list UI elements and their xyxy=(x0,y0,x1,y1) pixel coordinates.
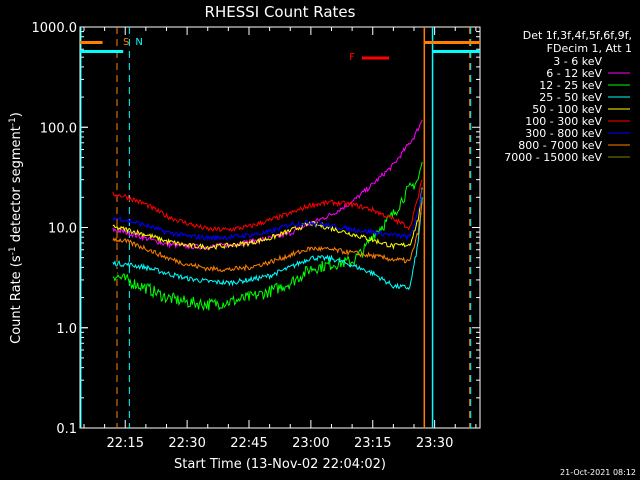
marker-label-s: S xyxy=(123,37,129,48)
series-line-2 xyxy=(112,161,423,311)
marker-lines xyxy=(80,27,472,428)
legend-label-0: 3 - 6 keV xyxy=(553,55,602,68)
x-axis-label: Start Time (13-Nov-02 22:04:02) xyxy=(174,457,386,472)
legend-label-2: 12 - 25 keV xyxy=(539,79,602,92)
x-tick-label: 23:00 xyxy=(292,436,329,451)
series-line-6 xyxy=(112,189,423,241)
x-tick-label: 22:30 xyxy=(168,436,205,451)
legend-label-6: 300 - 800 keV xyxy=(525,127,602,140)
y-axis-label-sup2: -1 xyxy=(8,117,18,126)
x-tick-label: 22:45 xyxy=(230,436,267,451)
marker-label-f: F xyxy=(349,52,355,63)
marker-label-n: N xyxy=(135,37,142,48)
interval-markers: S N F xyxy=(123,37,389,63)
series-line-7 xyxy=(112,201,423,273)
legend-label-4: 50 - 100 keV xyxy=(532,103,602,116)
y-tick-label: 100.0 xyxy=(40,121,77,136)
series-line-4 xyxy=(112,187,423,251)
x-axis-ticks: 22:15 22:30 22:45 23:00 23:15 23:30 xyxy=(83,27,477,451)
series-group xyxy=(112,119,423,338)
legend-label-3: 25 - 50 keV xyxy=(539,91,602,104)
y-axis-label-mid: detector segment xyxy=(9,126,24,246)
y-axis-label-end: ) xyxy=(9,112,24,117)
series-line-5 xyxy=(112,179,423,233)
legend-label-7: 800 - 7000 keV xyxy=(518,139,602,152)
legend-header-2: FDecim 1, Att 1 xyxy=(547,42,632,55)
y-axis-ticks: 0.1 1.0 10.0 100.0 1000.0 xyxy=(32,21,480,437)
x-tick-label: 23:15 xyxy=(354,436,391,451)
chart-title: RHESSI Count Rates xyxy=(205,3,356,21)
state-bars xyxy=(80,41,480,53)
x-tick-label: 23:30 xyxy=(416,436,453,451)
y-axis-label-main: Count Rate (s xyxy=(9,255,24,344)
y-axis-label: Count Rate (s-1 detector segment-1) xyxy=(8,112,24,344)
y-tick-label: 0.1 xyxy=(56,422,77,437)
y-tick-label: 1000.0 xyxy=(32,21,78,36)
legend-label-8: 7000 - 15000 keV xyxy=(504,151,602,164)
legend: Det 1f,3f,4f,5f,6f,9f, FDecim 1, Att 1 3… xyxy=(504,29,632,164)
series-line-3 xyxy=(112,197,423,291)
y-axis-label-sup1: -1 xyxy=(8,246,18,255)
footer-timestamp: 21-Oct-2021 08:12 xyxy=(560,468,636,477)
series-line-0 xyxy=(112,187,423,338)
x-tick-label: 22:15 xyxy=(107,436,144,451)
legend-label-1: 6 - 12 keV xyxy=(546,67,602,80)
legend-label-5: 100 - 300 keV xyxy=(525,115,602,128)
y-tick-label: 10.0 xyxy=(48,222,77,237)
y-tick-label: 1.0 xyxy=(56,322,77,337)
legend-header-1: Det 1f,3f,4f,5f,6f,9f, xyxy=(523,29,632,42)
